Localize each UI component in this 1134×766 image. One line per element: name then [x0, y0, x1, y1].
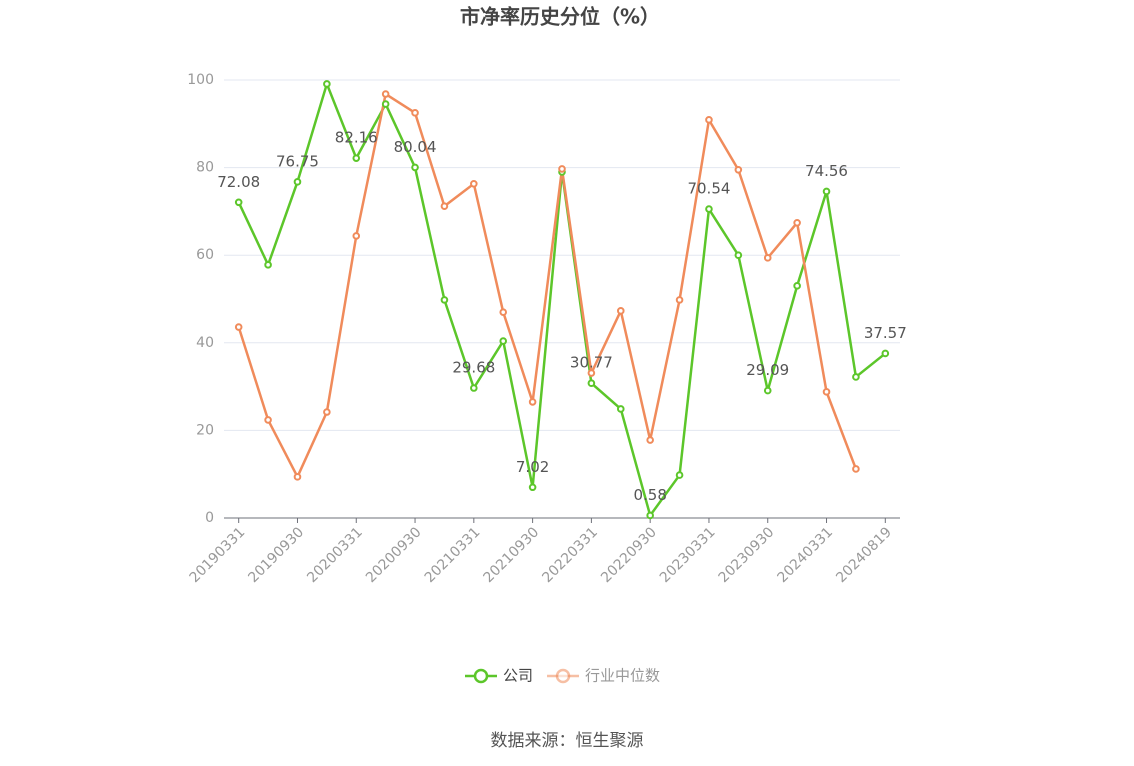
- point: [675, 471, 684, 479]
- data-label: 30.77: [570, 354, 613, 372]
- point: [528, 398, 537, 406]
- chart-title: 市净率历史分位（%）: [460, 5, 660, 29]
- data-label: 29.68: [452, 359, 495, 377]
- point: [234, 323, 243, 331]
- point: [440, 296, 449, 304]
- point: [763, 386, 772, 395]
- legend-label: 行业中位数: [585, 667, 660, 685]
- data-label: 80.04: [394, 138, 437, 156]
- point: [616, 405, 625, 413]
- legend-label: 公司: [503, 667, 533, 685]
- x-tick-label: 20220331: [539, 524, 601, 586]
- x-tick-label: 20190331: [187, 524, 249, 586]
- data-label: 76.75: [276, 152, 319, 170]
- x-tick-label: 20190930: [245, 524, 307, 586]
- data-label: 74.56: [805, 162, 848, 180]
- x-tick-label: 20230930: [716, 524, 778, 586]
- data-label: 82.16: [335, 129, 378, 147]
- point: [528, 483, 537, 492]
- x-tick-label: 20230331: [657, 524, 719, 586]
- y-tick-label: 20: [196, 422, 214, 438]
- point: [323, 80, 331, 88]
- point: [793, 218, 801, 227]
- point: [352, 232, 361, 240]
- source: 数据来源：恒生聚源: [491, 731, 644, 751]
- point: [705, 205, 713, 213]
- point: [616, 307, 625, 315]
- point: [587, 369, 596, 377]
- point: [852, 373, 860, 381]
- point: [881, 349, 890, 358]
- point: [705, 116, 713, 124]
- x-tick-label: 20240331: [774, 524, 836, 586]
- point: [264, 416, 272, 424]
- point: [293, 178, 302, 186]
- data-label: 29.09: [746, 361, 789, 379]
- point: [558, 165, 566, 173]
- point: [470, 180, 478, 188]
- point: [499, 308, 508, 316]
- point: [499, 337, 508, 345]
- point: [646, 511, 654, 520]
- series-line: [237, 80, 887, 519]
- point: [734, 165, 743, 174]
- legend-icon: [555, 668, 571, 684]
- point: [646, 436, 654, 444]
- point: [323, 408, 331, 416]
- y-tick-label: 100: [187, 72, 214, 88]
- point: [264, 261, 272, 269]
- x-tick-label: 20220930: [598, 524, 660, 586]
- series-line: [237, 91, 858, 480]
- point: [440, 202, 449, 210]
- x-tick-label: 20240819: [833, 524, 895, 586]
- x-tick-label: 20210930: [481, 524, 543, 586]
- y-tick-label: 40: [196, 335, 214, 351]
- x-tick-label: 20210331: [422, 524, 484, 586]
- legend-item: 行业中位数: [547, 667, 660, 685]
- y-tick-label: 60: [196, 247, 214, 263]
- legend-item: 公司: [465, 667, 533, 685]
- point: [734, 251, 743, 259]
- data-label: 70.54: [687, 180, 730, 198]
- point: [763, 254, 772, 262]
- point: [381, 100, 390, 108]
- x-tick-label: 20200331: [304, 524, 366, 586]
- point: [381, 90, 390, 98]
- point: [822, 187, 831, 196]
- point: [675, 296, 684, 304]
- point: [793, 282, 801, 290]
- data-label: 37.57: [864, 324, 907, 342]
- data-label: 72.08: [217, 173, 260, 191]
- point: [411, 109, 419, 117]
- point: [822, 388, 831, 396]
- y-tick-label: 0: [205, 510, 214, 526]
- point: [411, 163, 419, 172]
- data-label: 0.58: [633, 486, 666, 504]
- point: [352, 154, 361, 162]
- legend-icon: [473, 668, 489, 684]
- point: [470, 384, 478, 392]
- data-label: 7.02: [516, 458, 549, 476]
- y-tick-label: 80: [196, 160, 214, 176]
- point: [852, 465, 860, 473]
- point: [587, 379, 596, 388]
- point: [293, 473, 302, 481]
- point: [234, 198, 243, 207]
- x-tick-label: 20200930: [363, 524, 425, 586]
